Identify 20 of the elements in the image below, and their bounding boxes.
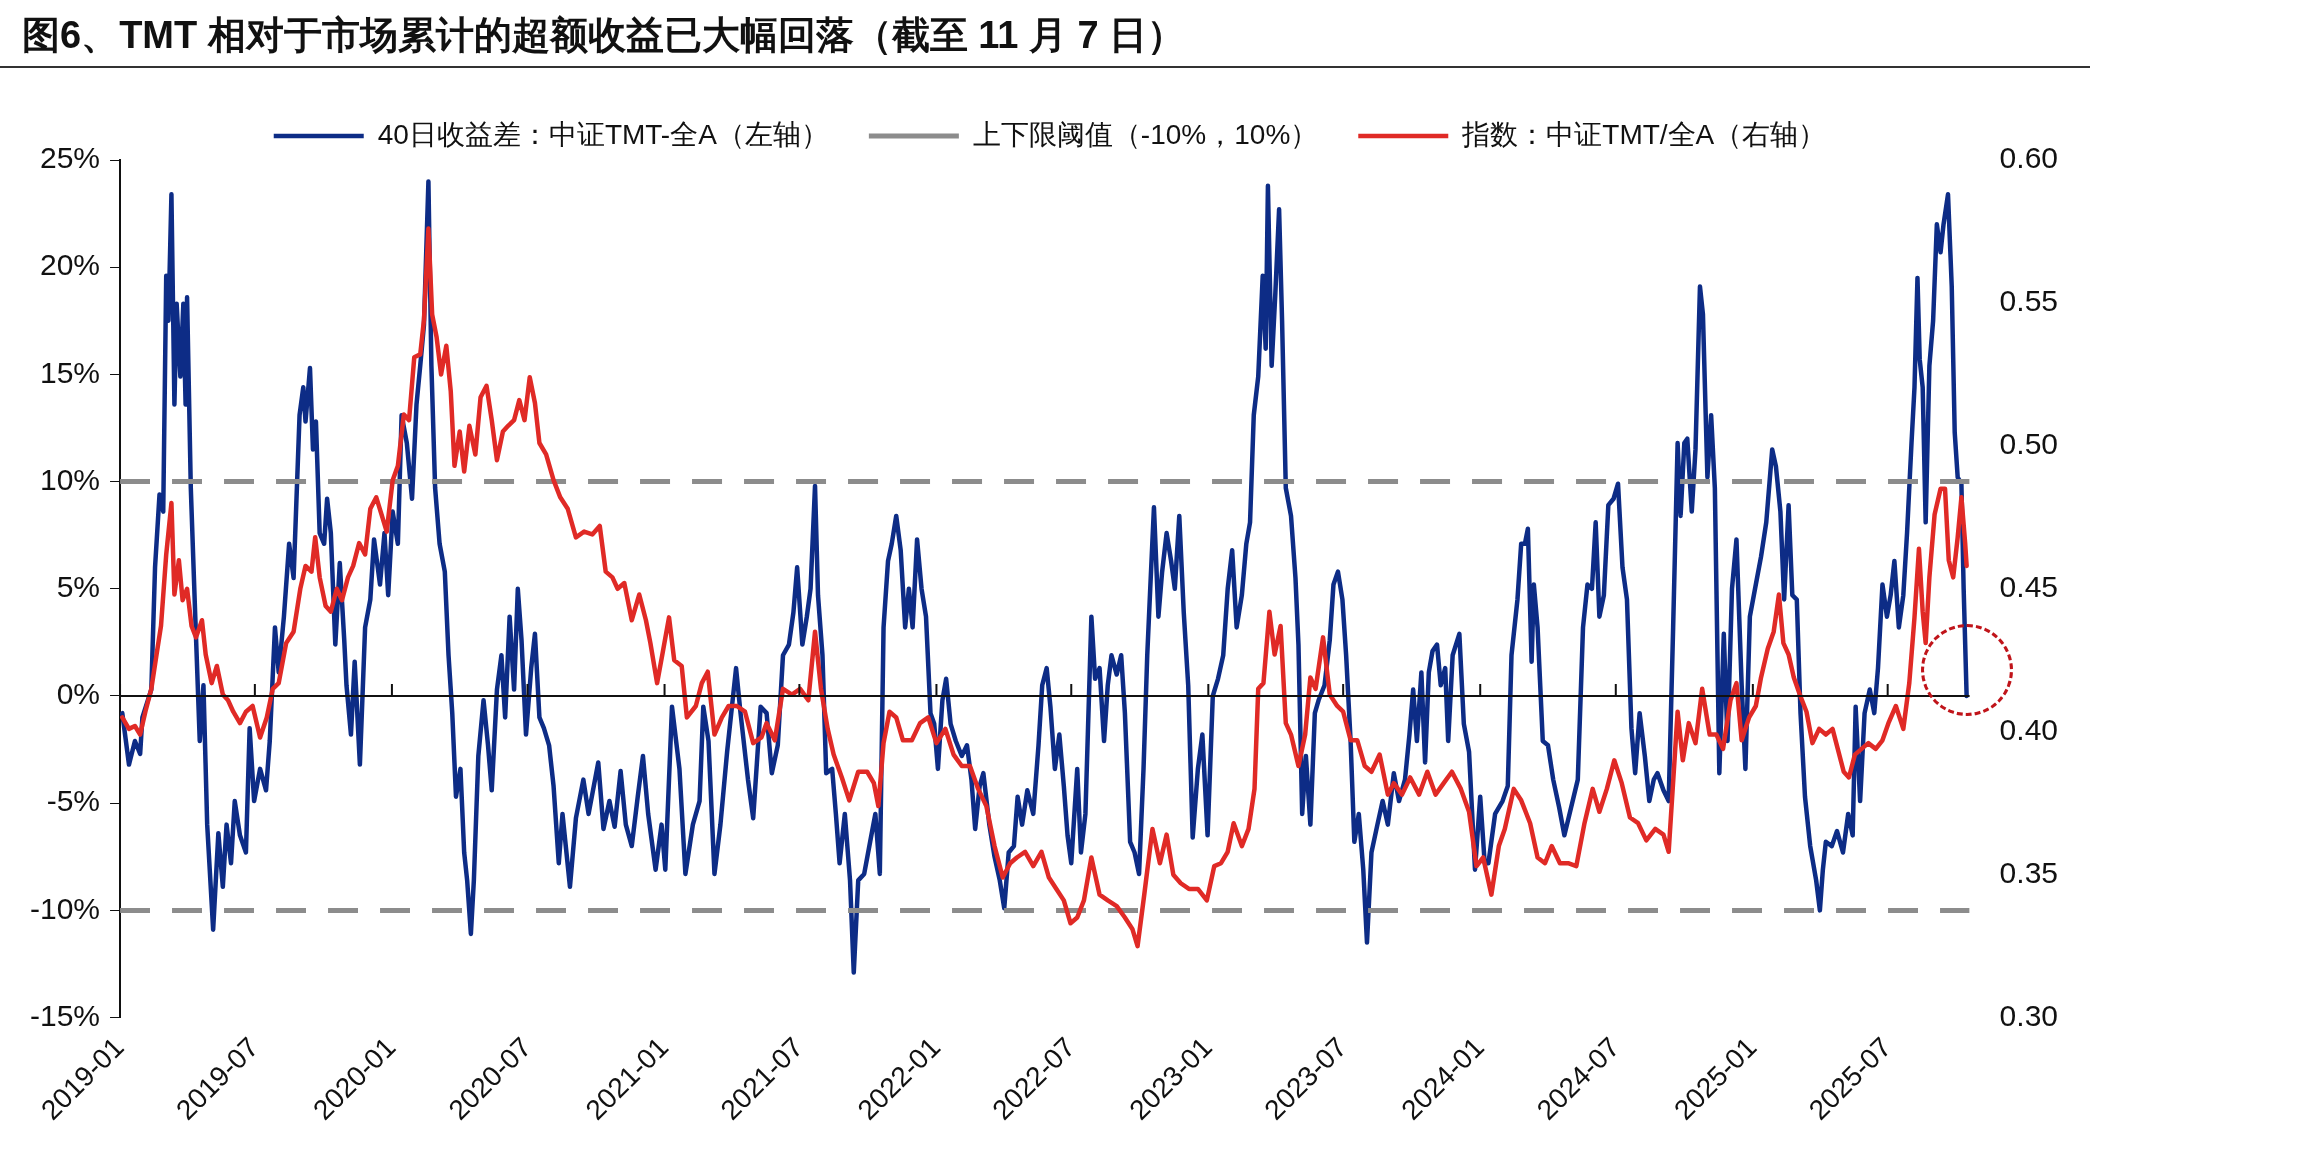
legend-label: 指数：中证TMT/全A（右轴） — [1461, 118, 1827, 150]
y-tick-label: -5% — [46, 784, 101, 818]
y-tick-label: -10% — [29, 891, 101, 925]
y2-tick-label: 0.45 — [1999, 570, 2058, 604]
legend-label: 40日收益差：中证TMT-全A（左轴） — [377, 118, 829, 150]
y-tick-label: 25% — [39, 141, 101, 175]
y2-tick-label: 0.40 — [1999, 712, 2058, 746]
y-tick-label: 5% — [56, 570, 101, 604]
chart-title: 图6、TMT 相对于市场累计的超额收益已大幅回落（截至 11 月 7 日） — [22, 13, 1186, 58]
y2-tick-label: 0.55 — [1999, 284, 2058, 318]
legend-label: 上下限阈值（-10%，10%） — [972, 118, 1319, 150]
y2-tick-label: 0.50 — [1999, 427, 2058, 461]
y-tick-label: 15% — [39, 355, 101, 389]
y-tick-label: 20% — [39, 248, 101, 282]
y-tick-label: 0% — [56, 677, 101, 711]
y-tick-label: -15% — [29, 998, 101, 1032]
y2-tick-label: 0.35 — [1999, 855, 2058, 889]
y-tick-label: 10% — [39, 462, 101, 496]
y2-tick-label: 0.60 — [1999, 141, 2058, 175]
y2-tick-label: 0.30 — [1999, 998, 2058, 1032]
